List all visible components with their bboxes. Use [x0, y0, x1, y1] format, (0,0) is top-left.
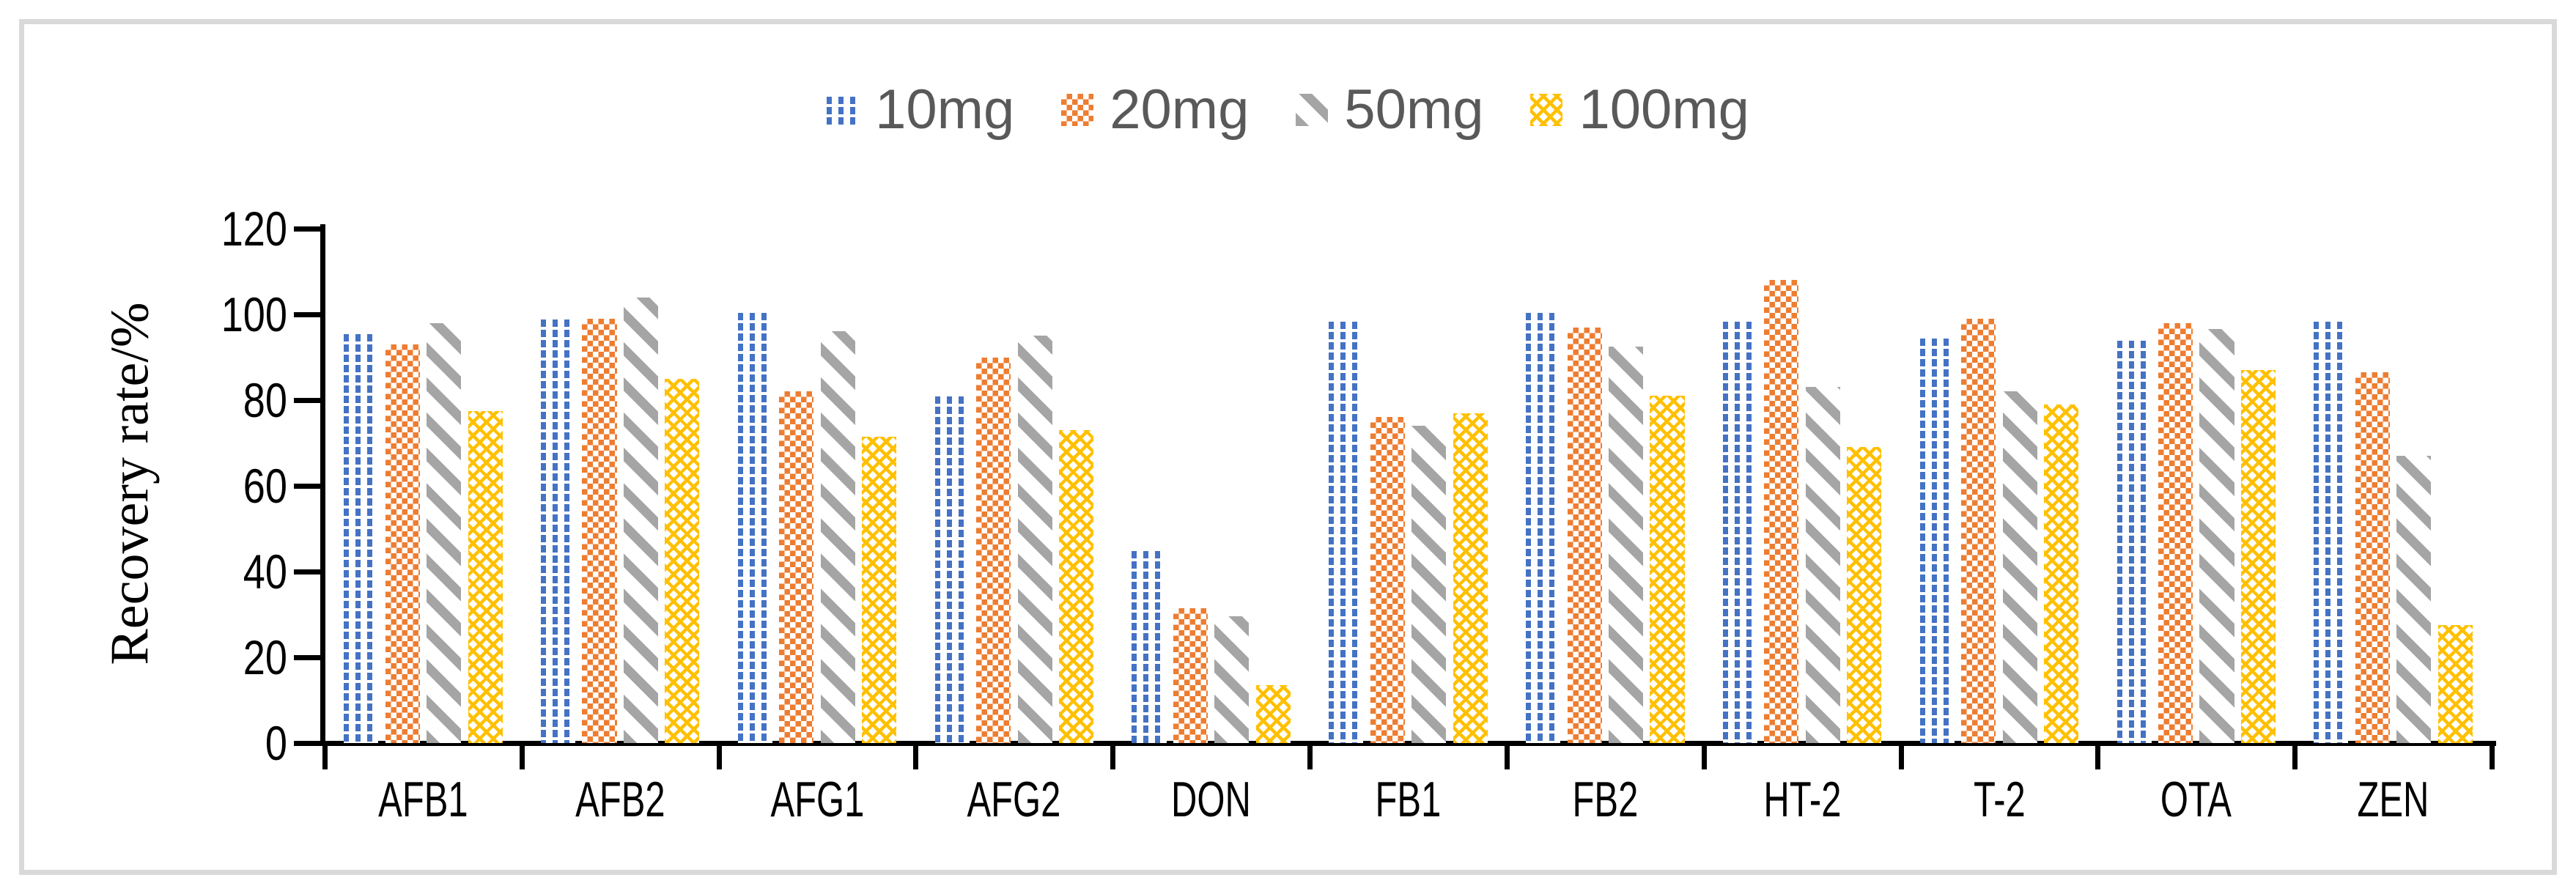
bar-AFG1-100mg — [862, 436, 897, 743]
bar-ZEN-100mg — [2437, 625, 2473, 743]
y-tick-mark-40 — [294, 569, 325, 575]
y-tick-mark-100 — [294, 312, 325, 317]
bar-AFG2-50mg — [1017, 336, 1052, 743]
y-tick-mark-0 — [294, 741, 325, 746]
y-tick-label-100: 100 — [221, 287, 287, 341]
bar-DON-50mg — [1214, 616, 1250, 743]
x-tick-mark-4 — [1110, 743, 1116, 769]
x-category-label-AFG2: AFG2 — [967, 772, 1061, 827]
bar-HT-2-50mg — [1805, 387, 1840, 743]
y-tick-mark-60 — [294, 484, 325, 489]
bar-AFB1-10mg — [344, 331, 379, 743]
legend-swatch-dotted-grid — [827, 94, 860, 126]
y-tick-mark-20 — [294, 655, 325, 660]
legend: 10mg 20mg 50mg 100mg — [0, 82, 2576, 138]
bar-T-2-10mg — [1919, 336, 1955, 743]
y-tick-label-40: 40 — [243, 544, 287, 599]
legend-label: 20mg — [1110, 78, 1250, 141]
x-tick-mark-9 — [2095, 743, 2101, 769]
bar-AFB2-10mg — [541, 316, 576, 743]
x-category-label-ZEN: ZEN — [2357, 772, 2429, 827]
bar-FB2-20mg — [1567, 327, 1602, 743]
x-tick-mark-11 — [2490, 743, 2495, 769]
legend-label: 10mg — [875, 78, 1015, 141]
x-category-label-T-2: T-2 — [1973, 772, 2026, 827]
bar-AFG1-10mg — [737, 310, 772, 743]
bar-OTA-100mg — [2240, 370, 2276, 743]
bar-DON-100mg — [1255, 685, 1291, 743]
bar-AFB2-100mg — [665, 378, 700, 743]
bar-AFB1-100mg — [468, 410, 503, 743]
figure-border — [19, 19, 2557, 875]
bar-FB1-20mg — [1370, 417, 1405, 743]
bar-FB1-50mg — [1411, 426, 1447, 743]
y-tick-label-120: 120 — [221, 202, 287, 256]
bar-AFG2-10mg — [934, 394, 970, 743]
bar-T-2-20mg — [1961, 318, 1996, 743]
x-category-label-OTA: OTA — [2160, 772, 2232, 827]
bar-AFG1-20mg — [779, 391, 814, 743]
x-tick-mark-10 — [2292, 743, 2298, 769]
bar-OTA-20mg — [2158, 322, 2193, 743]
bar-T-2-50mg — [2002, 391, 2037, 743]
bar-ZEN-20mg — [2355, 372, 2390, 743]
bar-AFG1-50mg — [820, 331, 855, 743]
y-tick-mark-120 — [294, 226, 325, 232]
bar-FB2-100mg — [1650, 396, 1685, 743]
x-category-label-FB2: FB2 — [1572, 772, 1639, 827]
x-tick-mark-6 — [1504, 743, 1510, 769]
bar-AFG2-20mg — [976, 357, 1011, 743]
bar-T-2-100mg — [2044, 404, 2079, 743]
legend-item-20mg: 20mg — [1061, 82, 1249, 138]
bar-AFB1-20mg — [385, 344, 420, 743]
x-category-label-AFB1: AFB1 — [378, 772, 468, 827]
legend-item-10mg: 10mg — [827, 82, 1014, 138]
bar-DON-10mg — [1132, 547, 1167, 743]
x-category-label-AFB2: AFB2 — [575, 772, 665, 827]
bar-HT-2-10mg — [1722, 318, 1757, 743]
x-category-label-DON: DON — [1171, 772, 1252, 827]
bar-OTA-10mg — [2116, 338, 2152, 743]
bar-AFB2-50mg — [623, 297, 658, 743]
bar-FB1-10mg — [1329, 318, 1364, 743]
x-tick-mark-5 — [1307, 743, 1313, 769]
y-tick-label-80: 80 — [243, 373, 287, 427]
x-tick-mark-8 — [1898, 743, 1904, 769]
bar-ZEN-50mg — [2396, 456, 2432, 743]
y-tick-mark-80 — [294, 398, 325, 403]
x-category-label-AFG1: AFG1 — [770, 772, 864, 827]
x-tick-mark-7 — [1701, 743, 1707, 769]
legend-swatch-diamond-crosshatch — [1530, 94, 1563, 126]
legend-label: 50mg — [1344, 78, 1484, 141]
bar-FB2-50mg — [1609, 346, 1644, 743]
x-tick-mark-2 — [716, 743, 722, 769]
bar-FB2-10mg — [1526, 310, 1561, 743]
legend-label: 100mg — [1579, 78, 1749, 141]
legend-swatch-checkerboard — [1061, 94, 1094, 126]
bar-AFB2-20mg — [582, 318, 617, 743]
bar-HT-2-100mg — [1847, 447, 1882, 743]
x-tick-mark-1 — [519, 743, 525, 769]
y-tick-label-20: 20 — [243, 630, 287, 684]
x-category-label-FB1: FB1 — [1375, 772, 1442, 827]
legend-item-100mg: 100mg — [1530, 82, 1749, 138]
bar-AFG2-100mg — [1059, 429, 1094, 743]
bar-AFB1-50mg — [427, 322, 462, 743]
x-tick-mark-3 — [913, 743, 919, 769]
x-axis-line — [320, 741, 2496, 746]
x-category-label-HT-2: HT-2 — [1763, 772, 1842, 827]
bar-OTA-50mg — [2199, 329, 2234, 743]
y-tick-label-60: 60 — [243, 459, 287, 513]
y-tick-label-0: 0 — [265, 716, 287, 770]
legend-item-50mg: 50mg — [1296, 82, 1483, 138]
x-tick-mark-0 — [322, 743, 328, 769]
bar-FB1-100mg — [1453, 413, 1488, 743]
legend-swatch-diagonal-stripe — [1296, 94, 1329, 126]
bar-ZEN-10mg — [2314, 318, 2349, 743]
bar-HT-2-20mg — [1764, 280, 1799, 743]
bar-DON-20mg — [1173, 607, 1208, 743]
